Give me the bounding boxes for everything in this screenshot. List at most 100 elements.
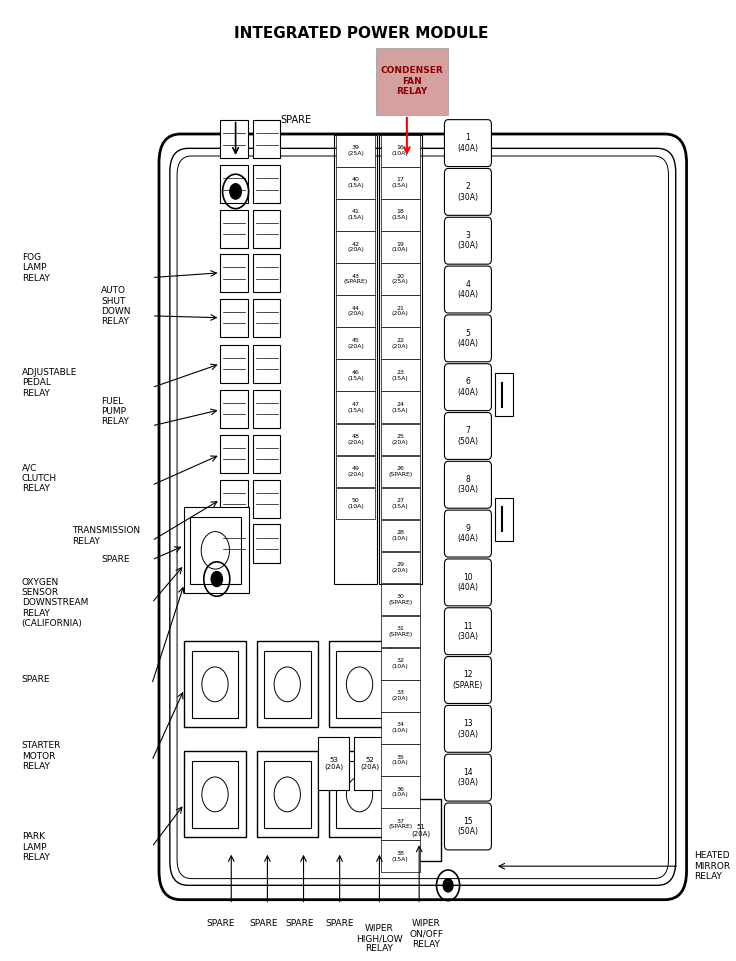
Bar xyxy=(253,389,280,428)
Text: INTEGRATED POWER MODULE: INTEGRATED POWER MODULE xyxy=(234,26,489,41)
Bar xyxy=(220,345,248,382)
Text: SPARE: SPARE xyxy=(101,555,130,564)
Bar xyxy=(336,295,375,327)
Bar xyxy=(336,263,375,295)
FancyBboxPatch shape xyxy=(445,559,492,605)
Bar xyxy=(253,119,280,158)
Bar xyxy=(336,167,375,199)
Bar xyxy=(220,389,248,428)
Text: 27
(15A): 27 (15A) xyxy=(392,498,408,508)
Bar xyxy=(381,391,420,423)
Text: 4
(40A): 4 (40A) xyxy=(458,280,478,299)
Bar xyxy=(329,641,390,727)
Bar xyxy=(220,164,248,203)
Bar xyxy=(381,744,420,776)
Text: SPARE: SPARE xyxy=(21,675,50,684)
Text: 14
(30A): 14 (30A) xyxy=(458,768,478,787)
FancyBboxPatch shape xyxy=(445,119,492,166)
Circle shape xyxy=(443,878,453,892)
Bar xyxy=(381,424,420,456)
Bar xyxy=(336,424,375,456)
Bar xyxy=(354,737,385,790)
Text: 12
(SPARE): 12 (SPARE) xyxy=(453,671,483,690)
Text: SPARE: SPARE xyxy=(250,919,278,927)
Text: 30
(SPARE): 30 (SPARE) xyxy=(389,594,412,605)
Bar xyxy=(184,752,246,837)
FancyBboxPatch shape xyxy=(159,134,687,899)
FancyBboxPatch shape xyxy=(445,705,492,752)
FancyBboxPatch shape xyxy=(445,217,492,264)
Bar xyxy=(381,712,420,744)
Text: 52
(20A): 52 (20A) xyxy=(360,756,379,770)
Text: 3
(30A): 3 (30A) xyxy=(458,231,478,251)
Bar xyxy=(381,199,420,231)
Bar xyxy=(253,209,280,248)
Text: 8
(30A): 8 (30A) xyxy=(458,475,478,495)
Text: 13
(30A): 13 (30A) xyxy=(458,719,478,739)
Text: 20
(25A): 20 (25A) xyxy=(392,274,408,284)
Text: 2
(30A): 2 (30A) xyxy=(458,183,478,202)
Text: 16
(10A): 16 (10A) xyxy=(392,145,408,156)
FancyBboxPatch shape xyxy=(445,461,492,508)
Text: PARK
LAMP
RELAY: PARK LAMP RELAY xyxy=(21,832,49,862)
Bar xyxy=(336,328,375,358)
Bar xyxy=(376,48,448,115)
Text: OXYGEN
SENSOR
DOWNSTREAM
RELAY
(CALIFORNIA): OXYGEN SENSOR DOWNSTREAM RELAY (CALIFORN… xyxy=(21,578,88,628)
Bar xyxy=(253,480,280,518)
Text: 17
(15A): 17 (15A) xyxy=(392,178,408,188)
Bar xyxy=(381,135,420,166)
Text: 1
(40A): 1 (40A) xyxy=(458,134,478,153)
FancyBboxPatch shape xyxy=(445,266,492,313)
Circle shape xyxy=(230,184,241,199)
Bar xyxy=(381,648,420,679)
Bar xyxy=(336,135,375,166)
Text: 48
(20A): 48 (20A) xyxy=(347,434,364,445)
Bar xyxy=(184,641,246,727)
Bar xyxy=(253,254,280,292)
Text: 35
(10A): 35 (10A) xyxy=(392,754,408,765)
Text: 26
(SPARE): 26 (SPARE) xyxy=(389,466,412,477)
Text: 10
(40A): 10 (40A) xyxy=(458,573,478,592)
Bar xyxy=(220,119,248,158)
FancyBboxPatch shape xyxy=(445,168,492,215)
Bar xyxy=(253,525,280,563)
FancyBboxPatch shape xyxy=(445,412,492,459)
FancyBboxPatch shape xyxy=(445,510,492,557)
Text: 33
(20A): 33 (20A) xyxy=(392,690,408,702)
Text: 15
(50A): 15 (50A) xyxy=(458,817,478,836)
Bar xyxy=(381,359,420,391)
Bar xyxy=(220,299,248,337)
Text: 32
(10A): 32 (10A) xyxy=(392,658,408,669)
Bar xyxy=(381,295,420,327)
Text: 45
(20A): 45 (20A) xyxy=(347,337,364,349)
Bar xyxy=(381,808,420,840)
Bar xyxy=(334,135,378,584)
Text: SPARE: SPARE xyxy=(206,919,235,927)
Text: 40
(15A): 40 (15A) xyxy=(347,178,364,188)
Bar xyxy=(336,761,383,827)
Bar xyxy=(336,391,375,423)
Text: SPARE: SPARE xyxy=(286,919,314,927)
Text: 43
(SPARE): 43 (SPARE) xyxy=(344,274,368,284)
Circle shape xyxy=(211,572,222,587)
Bar xyxy=(381,840,420,872)
Text: 51
(20A): 51 (20A) xyxy=(411,824,431,837)
Text: SPARE: SPARE xyxy=(325,919,354,927)
Bar xyxy=(220,209,248,248)
Bar xyxy=(381,167,420,199)
Text: 31
(SPARE): 31 (SPARE) xyxy=(389,627,412,637)
Text: 6
(40A): 6 (40A) xyxy=(458,378,478,397)
Bar xyxy=(495,498,513,541)
Text: ADJUSTABLE
PEDAL
RELAY: ADJUSTABLE PEDAL RELAY xyxy=(21,368,77,398)
Text: 19
(10A): 19 (10A) xyxy=(392,241,408,253)
Bar xyxy=(191,761,238,827)
Text: 47
(15A): 47 (15A) xyxy=(347,402,364,412)
Bar xyxy=(495,373,513,416)
Text: 23
(15A): 23 (15A) xyxy=(392,370,408,381)
Text: WIPER
ON/OFF
RELAY: WIPER ON/OFF RELAY xyxy=(409,919,443,949)
FancyBboxPatch shape xyxy=(445,315,492,361)
Bar xyxy=(253,164,280,203)
Text: FUEL
PUMP
RELAY: FUEL PUMP RELAY xyxy=(101,397,129,427)
FancyBboxPatch shape xyxy=(445,363,492,410)
Text: WIPER
HIGH/LOW
RELAY: WIPER HIGH/LOW RELAY xyxy=(356,924,403,953)
